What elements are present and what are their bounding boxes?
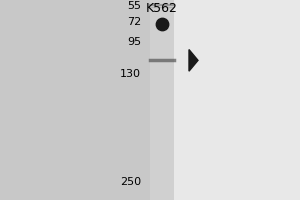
Text: 95: 95 <box>127 37 141 47</box>
Bar <box>150 0 174 200</box>
Text: 55: 55 <box>127 1 141 11</box>
Bar <box>150 0 300 200</box>
Text: 72: 72 <box>127 17 141 27</box>
Polygon shape <box>189 50 198 71</box>
Text: 250: 250 <box>120 177 141 187</box>
Text: 130: 130 <box>120 69 141 79</box>
Point <box>160 23 164 26</box>
Text: K562: K562 <box>146 2 178 15</box>
